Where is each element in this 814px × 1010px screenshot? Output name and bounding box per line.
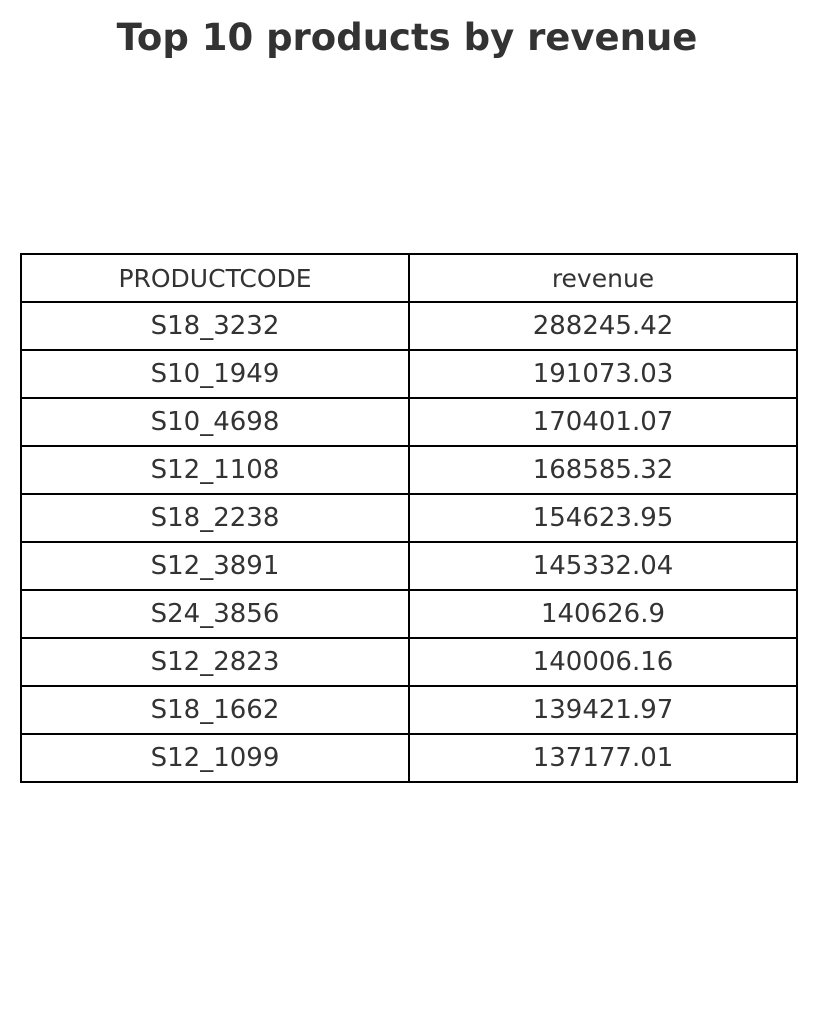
column-header-revenue: revenue (408, 253, 798, 303)
revenue-cell: 191073.03 (408, 349, 798, 399)
table-row: S12_1108 168585.32 (20, 445, 798, 495)
product-code-cell: S10_1949 (20, 349, 410, 399)
table-header-row: PRODUCTCODE revenue (20, 253, 798, 303)
product-code-cell: S12_2823 (20, 637, 410, 687)
column-header-productcode: PRODUCTCODE (20, 253, 410, 303)
product-code-cell: S12_1108 (20, 445, 410, 495)
revenue-cell: 140006.16 (408, 637, 798, 687)
revenue-cell: 145332.04 (408, 541, 798, 591)
product-code-cell: S18_1662 (20, 685, 410, 735)
table-row: S18_2238 154623.95 (20, 493, 798, 543)
table-row: S18_1662 139421.97 (20, 685, 798, 735)
table-row: S12_2823 140006.16 (20, 637, 798, 687)
table-row: S18_3232 288245.42 (20, 301, 798, 351)
product-code-cell: S24_3856 (20, 589, 410, 639)
revenue-table: PRODUCTCODE revenue S18_3232 288245.42 S… (20, 253, 798, 783)
revenue-cell: 170401.07 (408, 397, 798, 447)
table-row: S10_4698 170401.07 (20, 397, 798, 447)
chart-title: Top 10 products by revenue (116, 16, 698, 59)
table-row: S12_3891 145332.04 (20, 541, 798, 591)
product-code-cell: S12_1099 (20, 733, 410, 783)
revenue-cell: 139421.97 (408, 685, 798, 735)
product-code-cell: S10_4698 (20, 397, 410, 447)
table-row: S24_3856 140626.9 (20, 589, 798, 639)
product-code-cell: S18_2238 (20, 493, 410, 543)
revenue-cell: 137177.01 (408, 733, 798, 783)
product-code-cell: S18_3232 (20, 301, 410, 351)
table-row: S10_1949 191073.03 (20, 349, 798, 399)
table-row: S12_1099 137177.01 (20, 733, 798, 783)
revenue-cell: 288245.42 (408, 301, 798, 351)
revenue-cell: 140626.9 (408, 589, 798, 639)
product-code-cell: S12_3891 (20, 541, 410, 591)
revenue-cell: 154623.95 (408, 493, 798, 543)
revenue-cell: 168585.32 (408, 445, 798, 495)
